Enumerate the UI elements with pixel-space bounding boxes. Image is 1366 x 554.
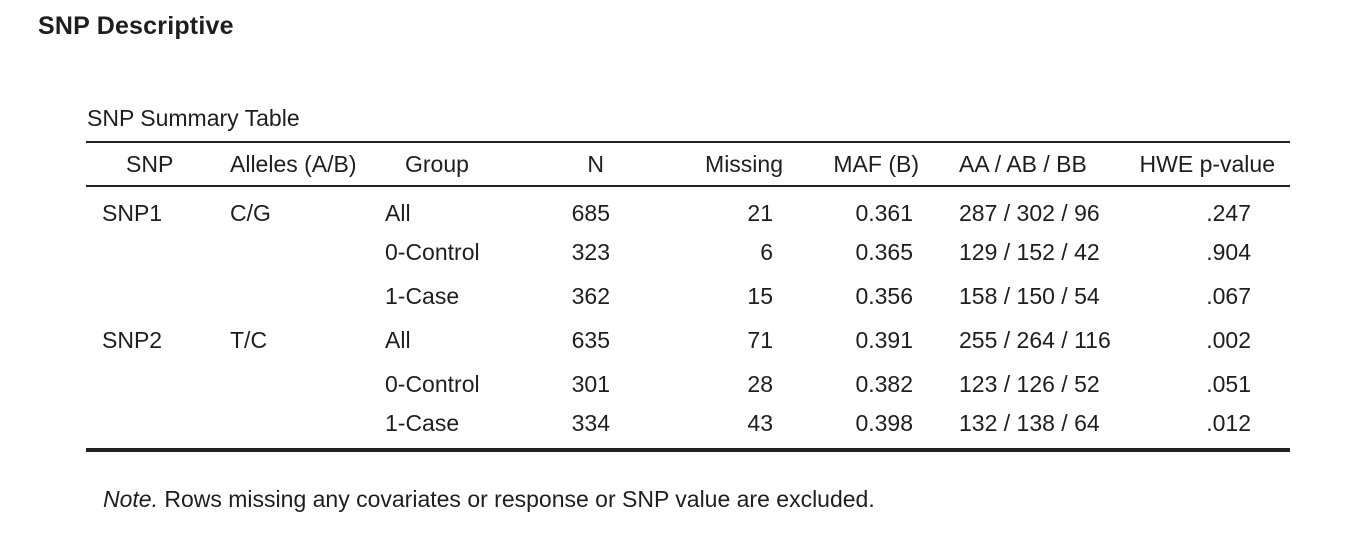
cell-maf: 0.356: [855, 282, 913, 309]
cell-group: All: [385, 200, 411, 226]
cell-n: 301: [571, 370, 610, 397]
cell-maf: 0.398: [855, 409, 913, 436]
cell-hwe: .904: [1206, 238, 1251, 265]
column-header-group: Group: [405, 150, 469, 177]
column-header-missing: Missing: [705, 150, 783, 177]
cell-snp: SNP1: [102, 200, 163, 226]
cell-n: 685: [571, 200, 610, 226]
snp-summary-table: SNP Alleles (A/B) Group N Missing MAF (B…: [86, 141, 1290, 452]
cell-maf: 0.361: [855, 200, 913, 226]
table-title: SNP Summary Table: [87, 105, 300, 131]
table-row: 1-Case 334 43 0.398 132 / 138 / 64 .012: [86, 406, 1290, 450]
cell-genotypes: 255 / 264 / 116: [959, 326, 1111, 353]
column-header-snp: SNP: [126, 150, 174, 177]
cell-group: All: [385, 326, 411, 353]
table-row: 1-Case 362 15 0.356 158 / 150 / 54 .067: [86, 274, 1290, 318]
cell-alleles: [214, 274, 380, 318]
table-row: SNP1 C/G All 685 21 0.361 287 / 302 / 96…: [86, 186, 1290, 230]
cell-alleles: C/G: [230, 200, 271, 226]
table-row: 0-Control 301 28 0.382 123 / 126 / 52 .0…: [86, 362, 1290, 406]
cell-n: 323: [571, 238, 610, 265]
cell-hwe: .012: [1206, 409, 1251, 436]
cell-group: 1-Case: [385, 409, 460, 436]
table-note: Note. Rows missing any covariates or res…: [103, 486, 875, 513]
cell-hwe: .247: [1206, 200, 1251, 226]
snp-summary-table-container: SNP Alleles (A/B) Group N Missing MAF (B…: [86, 141, 1290, 452]
cell-alleles: T/C: [230, 326, 268, 353]
cell-maf: 0.391: [855, 326, 913, 353]
cell-missing: 28: [747, 370, 773, 397]
cell-alleles: [214, 362, 380, 406]
cell-n: 334: [571, 409, 610, 436]
cell-snp: [86, 274, 214, 318]
cell-alleles: [214, 230, 380, 274]
note-text: Rows missing any covariates or response …: [157, 486, 875, 512]
cell-maf: 0.365: [855, 238, 913, 265]
table-row: SNP2 T/C All 635 71 0.391 255 / 264 / 11…: [86, 318, 1290, 362]
table-header-row: SNP Alleles (A/B) Group N Missing MAF (B…: [86, 142, 1290, 186]
note-label: Note.: [103, 486, 158, 512]
cell-group: 0-Control: [385, 238, 480, 265]
cell-snp: [86, 230, 214, 274]
cell-genotypes: 123 / 126 / 52: [959, 370, 1100, 397]
cell-genotypes: 129 / 152 / 42: [959, 238, 1100, 265]
cell-snp: [86, 362, 214, 406]
cell-snp: SNP2: [102, 326, 163, 353]
table-row: 0-Control 323 6 0.365 129 / 152 / 42 .90…: [86, 230, 1290, 274]
cell-group: 1-Case: [385, 282, 460, 309]
cell-genotypes: 132 / 138 / 64: [959, 409, 1100, 436]
column-header-hwe: HWE p-value: [1139, 150, 1275, 177]
cell-genotypes: 158 / 150 / 54: [959, 282, 1100, 309]
cell-missing: 21: [747, 200, 773, 226]
cell-missing: 71: [747, 326, 773, 353]
column-header-maf: MAF (B): [833, 150, 919, 177]
cell-hwe: .067: [1206, 282, 1251, 309]
cell-snp: [86, 406, 214, 450]
cell-group: 0-Control: [385, 370, 480, 397]
cell-hwe: .051: [1206, 370, 1251, 397]
cell-missing: 6: [760, 238, 773, 265]
cell-n: 635: [571, 326, 610, 353]
column-header-alleles: Alleles (A/B): [230, 150, 357, 177]
cell-hwe: .002: [1206, 326, 1251, 353]
cell-maf: 0.382: [855, 370, 913, 397]
cell-missing: 43: [747, 409, 773, 436]
cell-n: 362: [571, 282, 610, 309]
cell-genotypes: 287 / 302 / 96: [959, 200, 1100, 226]
column-header-n: N: [587, 150, 604, 177]
cell-alleles: [214, 406, 380, 450]
column-header-genotypes: AA / AB / BB: [959, 150, 1087, 177]
cell-missing: 15: [747, 282, 773, 309]
page-title: SNP Descriptive: [38, 12, 234, 40]
